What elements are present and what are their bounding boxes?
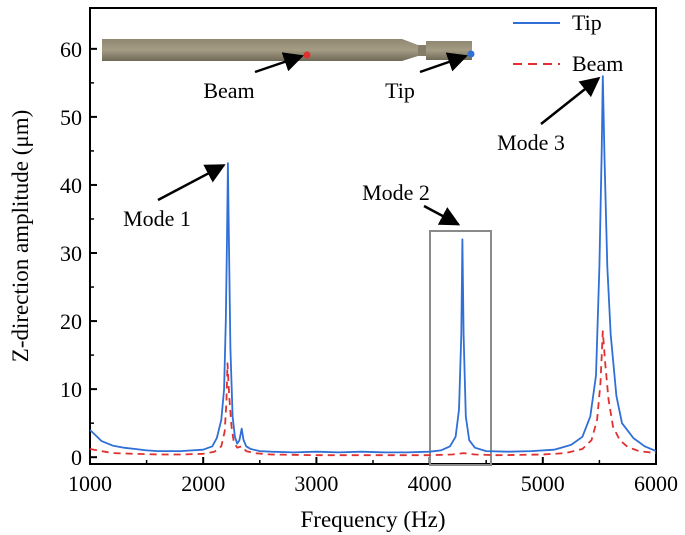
series-line-tip — [89, 75, 657, 454]
inset-beam-marker — [303, 51, 311, 59]
annotation-mode-2-arrow — [423, 204, 461, 226]
annotation-mode-3-arrow — [540, 76, 601, 125]
y-tick-label: 60 — [60, 37, 82, 62]
y-axis-title: Z-direction amplitude (μm) — [8, 110, 33, 362]
annotation-mode-2: Mode 2 — [362, 180, 461, 226]
inset-rod-neck — [418, 45, 428, 56]
mode-2-highlight-box — [429, 230, 492, 466]
annotation-mode-2-label: Mode 2 — [362, 180, 430, 205]
annotation-mode-3: Mode 3 — [497, 76, 601, 155]
x-axis-title: Frequency (Hz) — [301, 507, 446, 532]
y-tick-label: 50 — [60, 105, 82, 130]
y-tick-label: 40 — [60, 173, 82, 198]
inset-beam-arrow — [254, 52, 304, 74]
annotation-mode-1: Mode 1 — [123, 164, 226, 231]
series-layer — [89, 75, 657, 457]
inset-tip-arrow — [419, 52, 468, 74]
inset-rod-main — [102, 39, 402, 61]
y-tick-label: 30 — [60, 241, 82, 266]
plot-frame — [89, 7, 657, 465]
legend-label-tip: Tip — [572, 10, 602, 35]
series-line-beam — [89, 330, 657, 457]
x-tick-label: 1000 — [68, 471, 112, 496]
x-tick-label: 4000 — [408, 471, 452, 496]
y-tick-label: 0 — [71, 445, 82, 470]
x-axis-ticks: 1000 2000 3000 4000 5000 6000 — [68, 457, 678, 496]
x-tick-label: 5000 — [521, 471, 565, 496]
inset-beam-photo: Beam Tip — [102, 39, 475, 103]
x-tick-label: 3000 — [294, 471, 338, 496]
x-tick-label: 2000 — [181, 471, 225, 496]
inset-beam-label: Beam — [203, 78, 254, 103]
legend: Tip Beam — [513, 10, 623, 76]
inset-tip-label: Tip — [385, 78, 415, 103]
inset-tip-marker — [467, 50, 475, 58]
annotation-mode-3-label: Mode 3 — [497, 130, 565, 155]
annotation-mode-1-arrow — [157, 164, 226, 202]
annotation-mode-1-label: Mode 1 — [123, 206, 191, 231]
y-tick-label: 20 — [60, 309, 82, 334]
x-tick-label: 6000 — [634, 471, 678, 496]
y-tick-label: 10 — [60, 377, 82, 402]
y-axis-ticks: 0 10 20 30 40 50 60 — [60, 37, 97, 470]
legend-label-beam: Beam — [572, 51, 623, 76]
inset-rod-taper — [402, 39, 418, 61]
